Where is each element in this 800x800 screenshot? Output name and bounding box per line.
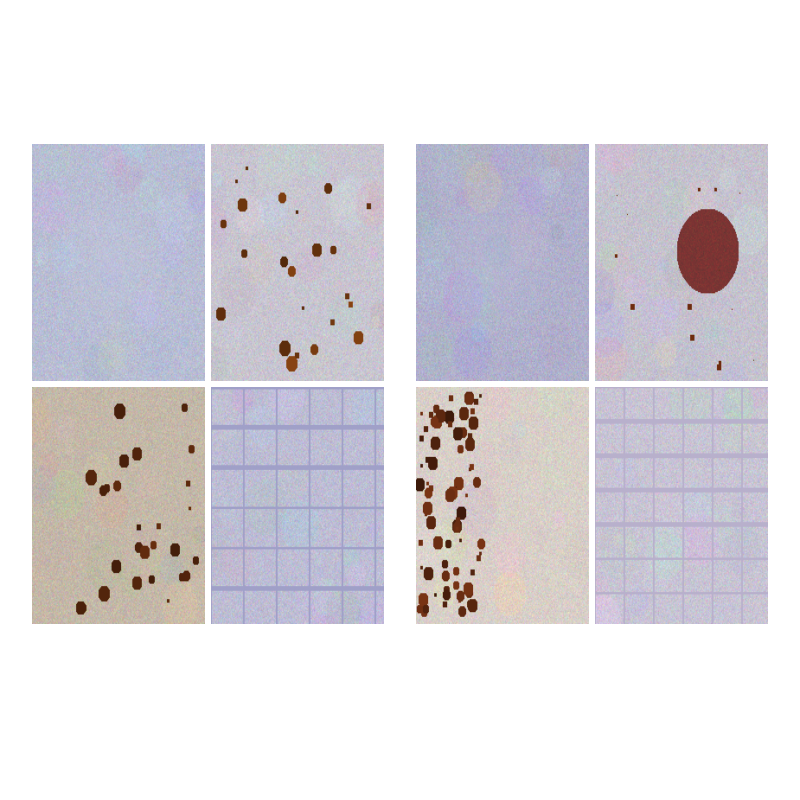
Text: B: B [420,150,443,178]
Text: A: A [36,150,60,178]
